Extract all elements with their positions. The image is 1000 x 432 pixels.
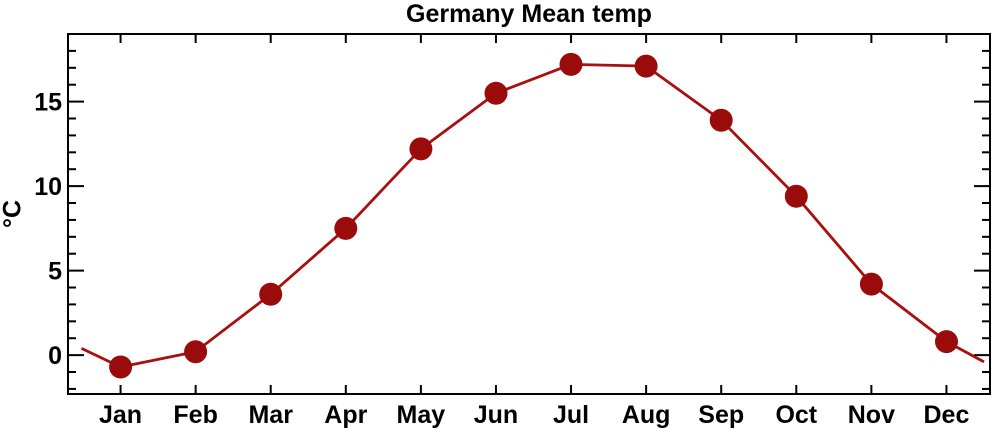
y-axis-tick-label: 0 [48,342,62,370]
x-axis-month-label: Mar [248,401,293,429]
x-axis-month-label: Sep [698,401,744,429]
x-axis-month-label: Jan [99,401,142,429]
data-point-dec [935,330,958,354]
x-axis-month-label: Jul [553,401,589,429]
chart-title: Germany Mean temp [406,0,652,28]
data-point-jun [484,81,508,105]
data-point-apr [334,216,358,240]
data-point-sep [709,108,733,132]
plot-frame [67,33,991,395]
data-point-aug [634,54,658,78]
temperature-line [80,63,985,369]
y-axis-tick-label: 10 [34,173,62,201]
data-point-feb [184,340,208,364]
x-axis-month-label: Dec [924,401,970,429]
data-point-mar [259,282,283,306]
data-point-may [409,137,433,161]
x-axis-month-label: Feb [173,401,217,429]
data-point-jul [559,52,583,76]
x-axis-month-label: Apr [324,401,367,429]
data-point-jan [109,355,133,379]
y-axis-tick-label: 15 [34,89,62,117]
x-axis-month-label: Aug [622,401,671,429]
y-axis-tick-label: 5 [48,258,62,286]
x-axis-month-label: Jun [474,401,518,429]
x-axis-month-label: Oct [775,401,817,429]
x-axis-month-label: Nov [848,401,895,429]
data-point-nov [859,272,883,296]
data-point-oct [784,184,808,208]
x-axis-month-label: May [397,401,446,429]
